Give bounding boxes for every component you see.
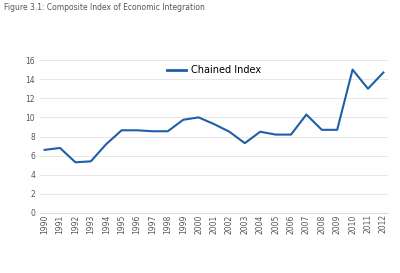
Chained Index [196, 116, 201, 119]
Chained Index [381, 71, 386, 74]
Chained Index [104, 143, 109, 146]
Chained Index [166, 130, 170, 133]
Chained Index [88, 160, 93, 163]
Chained Index [288, 133, 293, 136]
Chained Index [181, 118, 186, 121]
Chained Index [242, 141, 247, 145]
Chained Index [273, 133, 278, 136]
Chained Index [42, 148, 47, 152]
Chained Index [119, 129, 124, 132]
Line: Chained Index: Chained Index [45, 70, 383, 162]
Chained Index [73, 161, 78, 164]
Chained Index [58, 146, 62, 150]
Chained Index [135, 129, 140, 132]
Chained Index [366, 87, 370, 90]
Chained Index [319, 128, 324, 132]
Chained Index [212, 122, 216, 126]
Chained Index [150, 130, 155, 133]
Legend: Chained Index: Chained Index [167, 65, 261, 75]
Text: Figure 3.1: Composite Index of Economic Integration: Figure 3.1: Composite Index of Economic … [4, 3, 205, 12]
Chained Index [258, 130, 262, 133]
Chained Index [304, 113, 309, 116]
Chained Index [227, 130, 232, 133]
Chained Index [335, 128, 340, 132]
Chained Index [350, 68, 355, 71]
